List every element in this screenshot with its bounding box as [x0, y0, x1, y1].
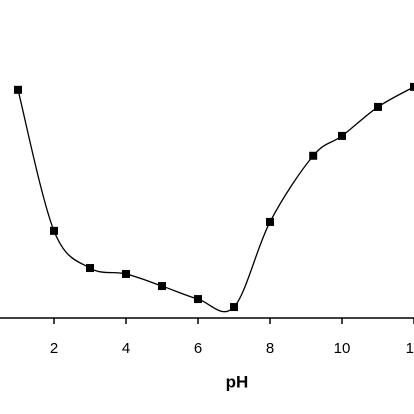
point-marker — [14, 85, 22, 94]
point-marker — [266, 217, 274, 226]
x-tick-label: 6 — [194, 340, 202, 357]
x-axis-label: pH — [226, 372, 249, 391]
point-marker — [338, 131, 346, 140]
point-marker — [158, 282, 166, 291]
x-tick-label: 4 — [122, 340, 130, 357]
point-marker — [122, 269, 130, 278]
series-line — [17, 86, 414, 313]
point-marker — [50, 226, 58, 235]
x-tick-label: 12 — [406, 340, 414, 357]
point-marker — [309, 151, 318, 160]
point-marker — [86, 264, 94, 273]
point-marker — [194, 295, 202, 304]
x-tick-label: 10 — [334, 340, 351, 357]
x-tick-label: 8 — [266, 340, 274, 357]
point-marker — [410, 82, 414, 91]
point-marker — [374, 102, 382, 111]
point-marker — [230, 303, 238, 312]
x-tick-label: 2 — [50, 340, 58, 357]
